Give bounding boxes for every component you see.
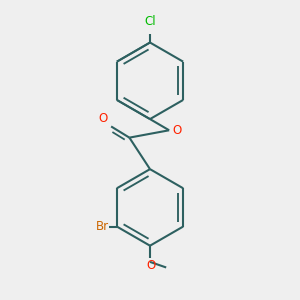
Text: Br: Br [95, 220, 109, 233]
Text: O: O [146, 259, 155, 272]
Text: Cl: Cl [144, 15, 156, 28]
Text: O: O [98, 112, 108, 125]
Text: O: O [173, 124, 182, 137]
